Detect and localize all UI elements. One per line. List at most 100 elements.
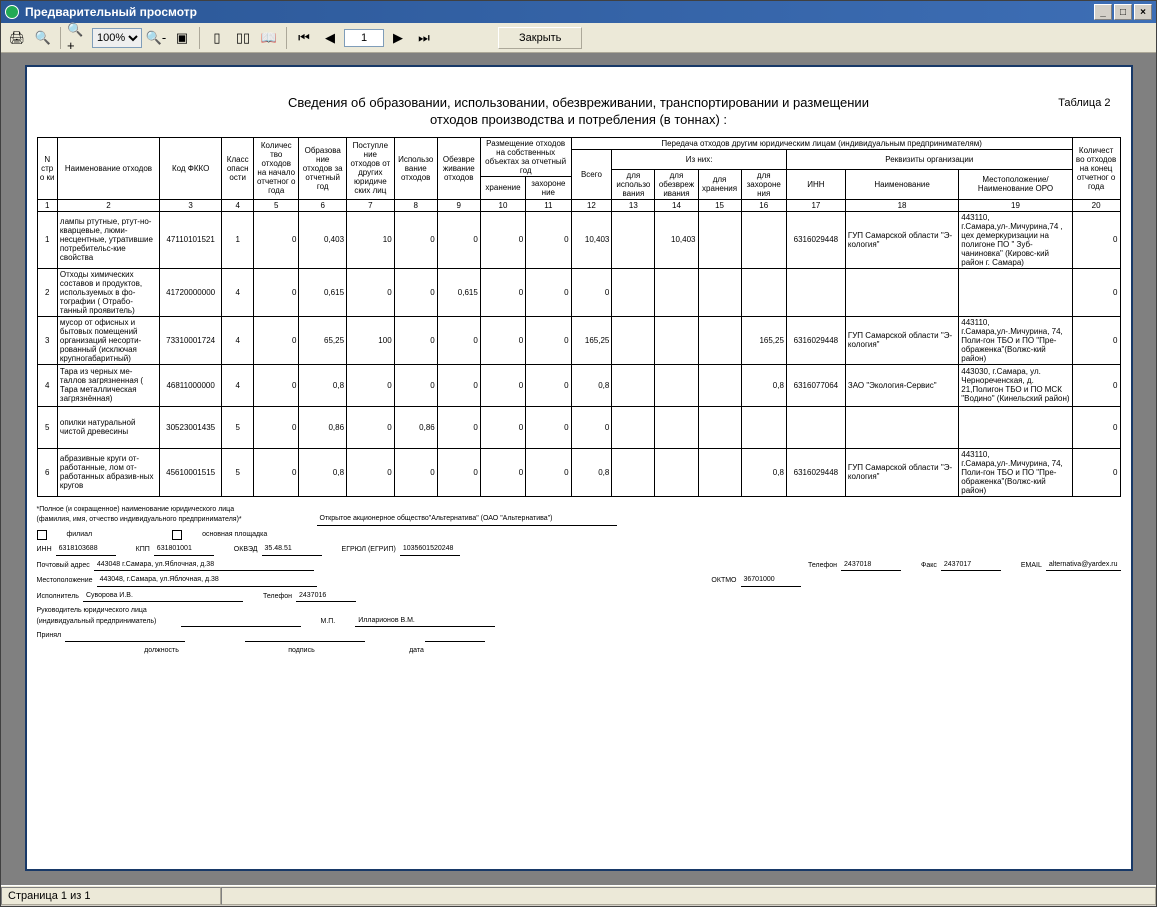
cell — [655, 448, 698, 496]
cell: 0 — [526, 211, 571, 268]
cell: 6316029448 — [786, 448, 845, 496]
cell: 0,615 — [299, 268, 347, 316]
close-window-button[interactable]: × — [1134, 4, 1152, 20]
cell: 443110, г.Самара,ул-.Мичурина, 74, Поли-… — [959, 316, 1072, 364]
view-single-icon[interactable]: ▯ — [205, 26, 229, 50]
last-page-icon[interactable]: ⏭ — [412, 26, 436, 50]
cell: 0,86 — [299, 406, 347, 448]
col-number: 5 — [254, 199, 299, 211]
footnote: *Полное (и сокращенное) наименование юри… — [37, 505, 297, 516]
col-header: Количест во отходов на конец отчетног о … — [1072, 138, 1120, 200]
zoom-in-icon[interactable]: 🔍+ — [66, 26, 90, 50]
cell: Тара из черных ме-таллов загрязненная ( … — [57, 364, 159, 406]
cell: абразивные круги от-работанные, лом от-р… — [57, 448, 159, 496]
next-page-icon[interactable]: ▶ — [386, 26, 410, 50]
cell: 443030, г.Самара, ул. Чернореченская, д.… — [959, 364, 1072, 406]
cell: ГУП Самарской области "Э-кология" — [845, 211, 958, 268]
cell: 0 — [437, 448, 480, 496]
cell: 0 — [254, 268, 299, 316]
cell: 0 — [254, 448, 299, 496]
cell: 73310001724 — [159, 316, 221, 364]
col-number: 17 — [786, 199, 845, 211]
cell — [612, 211, 655, 268]
zoom-select[interactable]: 100% — [92, 28, 142, 48]
cell — [698, 406, 741, 448]
col-number: 4 — [222, 199, 254, 211]
find-icon[interactable]: 🔍 — [31, 26, 55, 50]
cell: 0 — [480, 211, 525, 268]
cell: 0,8 — [741, 364, 786, 406]
print-icon[interactable]: 🖨 — [5, 26, 29, 50]
view-facing-icon[interactable]: ▯▯ — [231, 26, 255, 50]
cell — [612, 406, 655, 448]
table-row: 4Тара из черных ме-таллов загрязненная (… — [37, 364, 1120, 406]
window-title: Предварительный просмотр — [25, 5, 1094, 19]
cell: 65,25 — [299, 316, 347, 364]
first-page-icon[interactable]: ⏮ — [292, 26, 316, 50]
cell — [845, 406, 958, 448]
cell: 0 — [254, 316, 299, 364]
preview-viewport: Сведения об образовании, использовании, … — [1, 53, 1156, 885]
cell: 0,8 — [299, 364, 347, 406]
close-preview-button[interactable]: Закрыть — [498, 27, 582, 49]
col-number: 8 — [394, 199, 437, 211]
cell: 0,615 — [437, 268, 480, 316]
cell: Отходы химических составов и продуктов, … — [57, 268, 159, 316]
cell: 0 — [394, 268, 437, 316]
table-row: 6абразивные круги от-работанные, лом от-… — [37, 448, 1120, 496]
col-header: захороне ние — [526, 177, 571, 199]
cell: 6316029448 — [786, 211, 845, 268]
col-header: ИНН — [786, 169, 845, 199]
org-name: Открытое акционерное общество"Альтернати… — [317, 514, 617, 526]
cell: 0 — [347, 406, 395, 448]
cell: 0 — [394, 364, 437, 406]
cell — [786, 268, 845, 316]
cell: 0 — [394, 448, 437, 496]
cell: 4 — [37, 364, 57, 406]
cell: 0 — [526, 268, 571, 316]
cell: ГУП Самарской области "Э-кология" — [845, 316, 958, 364]
cell: 41720000000 — [159, 268, 221, 316]
col-header: Использо вание отходов — [394, 138, 437, 200]
filial-label: филиал — [67, 530, 93, 541]
status-empty — [221, 887, 1156, 905]
view-book-icon[interactable]: 📖 — [257, 26, 281, 50]
col-number: 10 — [480, 199, 525, 211]
main-site-checkbox[interactable] — [172, 530, 182, 540]
table-body: 1лампы ртутные, ртут-но-кварцевые, люми-… — [37, 211, 1120, 496]
cell: 443110, г.Самара,ул-.Мичурина,74 , цех д… — [959, 211, 1072, 268]
cell — [741, 211, 786, 268]
col-number: 16 — [741, 199, 786, 211]
table-row: 1лампы ртутные, ртут-но-кварцевые, люми-… — [37, 211, 1120, 268]
prev-page-icon[interactable]: ◀ — [318, 26, 342, 50]
col-header: для захороне ния — [741, 169, 786, 199]
col-number: 2 — [57, 199, 159, 211]
cell — [959, 406, 1072, 448]
minimize-button[interactable]: _ — [1094, 4, 1112, 20]
col-header: Из них: — [612, 150, 787, 170]
col-number: 7 — [347, 199, 395, 211]
cell: 0 — [437, 211, 480, 268]
cell: 5 — [222, 448, 254, 496]
cell: 0,8 — [299, 448, 347, 496]
cell: 6 — [37, 448, 57, 496]
cell: 0,86 — [394, 406, 437, 448]
filial-checkbox[interactable] — [37, 530, 47, 540]
cell: 0 — [437, 316, 480, 364]
cell: 6316077064 — [786, 364, 845, 406]
cell: 2 — [37, 268, 57, 316]
zoom-out-icon[interactable]: 🔍- — [144, 26, 168, 50]
maximize-button[interactable]: □ — [1114, 4, 1132, 20]
cell: 46811000000 — [159, 364, 221, 406]
fullscreen-icon[interactable]: ▣ — [170, 26, 194, 50]
col-header: Количес тво отходов на начало отчетног о… — [254, 138, 299, 200]
main-site-label: основная площадка — [202, 530, 267, 541]
cell: 0,8 — [741, 448, 786, 496]
page-number-input[interactable] — [344, 29, 384, 47]
col-number: 12 — [571, 199, 612, 211]
cell: 4 — [222, 316, 254, 364]
col-header: Реквизиты организации — [786, 150, 1072, 170]
table-number-label: Таблица 2 — [1058, 97, 1110, 109]
col-header: Поступле ние отходов от других юридиче с… — [347, 138, 395, 200]
titlebar: Предварительный просмотр _ □ × — [1, 1, 1156, 23]
